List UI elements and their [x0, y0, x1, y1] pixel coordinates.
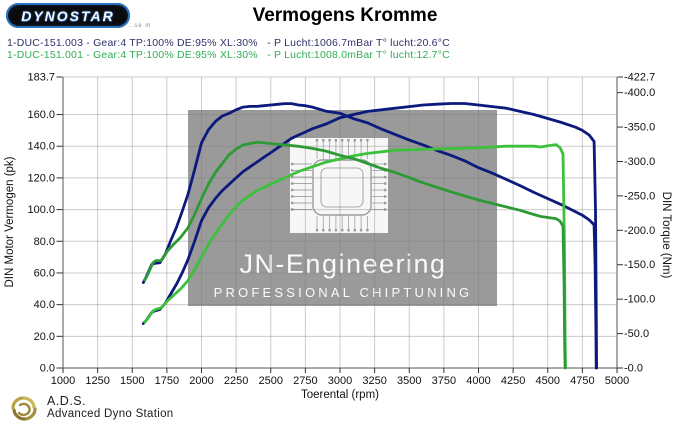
chip-pad — [291, 195, 294, 198]
tick-label-left: 40.0 — [34, 299, 55, 311]
tick-label-bottom: 3250 — [362, 375, 386, 387]
tick-label-bottom: 5000 — [605, 375, 629, 387]
chip-pad — [334, 229, 338, 232]
chip-pad — [384, 208, 387, 211]
ads-abbr: A.D.S. — [47, 394, 87, 408]
logo-fineprint: ..se m — [129, 23, 152, 29]
y-axis-title-right: DIN Torque (Nm) — [660, 192, 672, 279]
ads-swirl-icon — [11, 396, 37, 421]
watermark-line2: PROFESSIONAL CHIPTUNING — [214, 285, 473, 300]
tick-label-bottom: 2000 — [189, 375, 213, 387]
curve-torque-run-001 — [143, 140, 567, 370]
y-axis-title-left: DIN Motor Vermogen (pk) — [4, 156, 16, 287]
tick-label-bottom: 3750 — [432, 375, 456, 387]
x-axis-title: Toerental (rpm) — [301, 389, 379, 401]
chip-pad — [384, 188, 387, 192]
tick-label-bottom: 1250 — [85, 375, 109, 387]
tick-label-right: -422.7 — [624, 72, 655, 84]
dynostar-logo-text: DYNOSTAR — [21, 7, 115, 24]
tick-label-bottom: 4000 — [466, 375, 490, 387]
chip-pad — [315, 229, 319, 232]
chip-pad — [384, 175, 387, 179]
run-legend: 1-DUC-151.003 - Gear:4 TP:100% DE:95% XL… — [7, 37, 450, 61]
tick-label-left: 20.0 — [34, 331, 55, 343]
chip-pad — [291, 182, 294, 185]
chip-pad — [359, 229, 363, 232]
tick-label-bottom: 4750 — [570, 375, 594, 387]
chip-pad — [291, 162, 294, 166]
tick-label-right: -300.0 — [624, 156, 655, 168]
tick-label-left: 100.0 — [27, 204, 55, 216]
tick-label-right: -250.0 — [624, 190, 655, 202]
watermark-line1: JN-Engineering — [239, 249, 446, 279]
tick-label-left: 183.7 — [27, 72, 55, 84]
tick-label-bottom: 3500 — [397, 375, 421, 387]
chip-die-outer — [312, 159, 372, 216]
chip-pad — [291, 175, 294, 179]
chip-pad — [315, 139, 319, 142]
chip-pad — [353, 139, 356, 142]
chip-pad — [366, 139, 369, 142]
dynostar-logo: DYNOSTAR — [6, 3, 130, 28]
legend-run-2: 1-DUC-151.001 - Gear:4 TP:100% DE:95% XL… — [7, 49, 450, 61]
chip-pad — [341, 139, 344, 142]
chip-pad — [384, 162, 387, 166]
tick-label-left: 0.0 — [40, 363, 55, 375]
tick-label-right: -50.0 — [624, 328, 649, 340]
chip-pad — [322, 229, 325, 232]
tick-label-bottom: 4500 — [536, 375, 560, 387]
chip-pad — [384, 195, 387, 198]
tick-label-right: -350.0 — [624, 122, 655, 134]
chip-pad — [353, 229, 356, 232]
ads-name: Advanced Dyno Station — [47, 408, 174, 420]
chip-pad — [384, 182, 387, 185]
chip-pad — [328, 229, 331, 232]
page-title: Vermogens Kromme — [252, 5, 438, 26]
chip-die-inner — [320, 167, 364, 208]
chip-pad — [347, 229, 350, 232]
tick-label-left: 60.0 — [34, 267, 55, 279]
tick-label-bottom: 4250 — [501, 375, 525, 387]
legend-run-1: 1-DUC-151.003 - Gear:4 TP:100% DE:95% XL… — [7, 37, 450, 49]
curve-power-run-003 — [141, 102, 598, 370]
chip-pad — [291, 169, 294, 172]
tick-label-bottom: 2250 — [224, 375, 248, 387]
tick-label-bottom: 2750 — [293, 375, 317, 387]
chip-pad — [384, 201, 387, 205]
tick-label-bottom: 1000 — [51, 375, 75, 387]
chip-pad — [347, 139, 350, 142]
tick-label-right: -0.0 — [624, 363, 643, 375]
curve-power-run-001 — [143, 143, 567, 370]
chip-pad — [366, 229, 369, 232]
curve-torque-run-003 — [141, 102, 598, 370]
tick-label-bottom: 3000 — [328, 375, 352, 387]
chip-pad — [322, 139, 325, 142]
tick-label-left: 160.0 — [27, 109, 55, 121]
tick-label-left: 140.0 — [27, 141, 55, 153]
ads-logo: A.D.S. Advanced Dyno Station — [8, 394, 174, 424]
chip-pad — [328, 139, 331, 142]
chip-pad — [291, 188, 294, 192]
tick-label-bottom: 1750 — [155, 375, 179, 387]
tick-label-right: -200.0 — [624, 225, 655, 237]
chip-pad — [291, 208, 294, 211]
tick-label-left: 120.0 — [27, 172, 55, 184]
tick-label-bottom: 1500 — [120, 375, 144, 387]
tick-label-right: -400.0 — [624, 87, 655, 99]
chip-pad — [334, 139, 338, 142]
chip-pad — [291, 201, 294, 205]
tick-label-right: -100.0 — [624, 294, 655, 306]
tick-label-bottom: 2500 — [259, 375, 283, 387]
chip-pad — [341, 229, 344, 232]
tick-label-left: 80.0 — [34, 236, 55, 248]
tick-label-right: -150.0 — [624, 259, 655, 271]
chip-pad — [359, 139, 363, 142]
